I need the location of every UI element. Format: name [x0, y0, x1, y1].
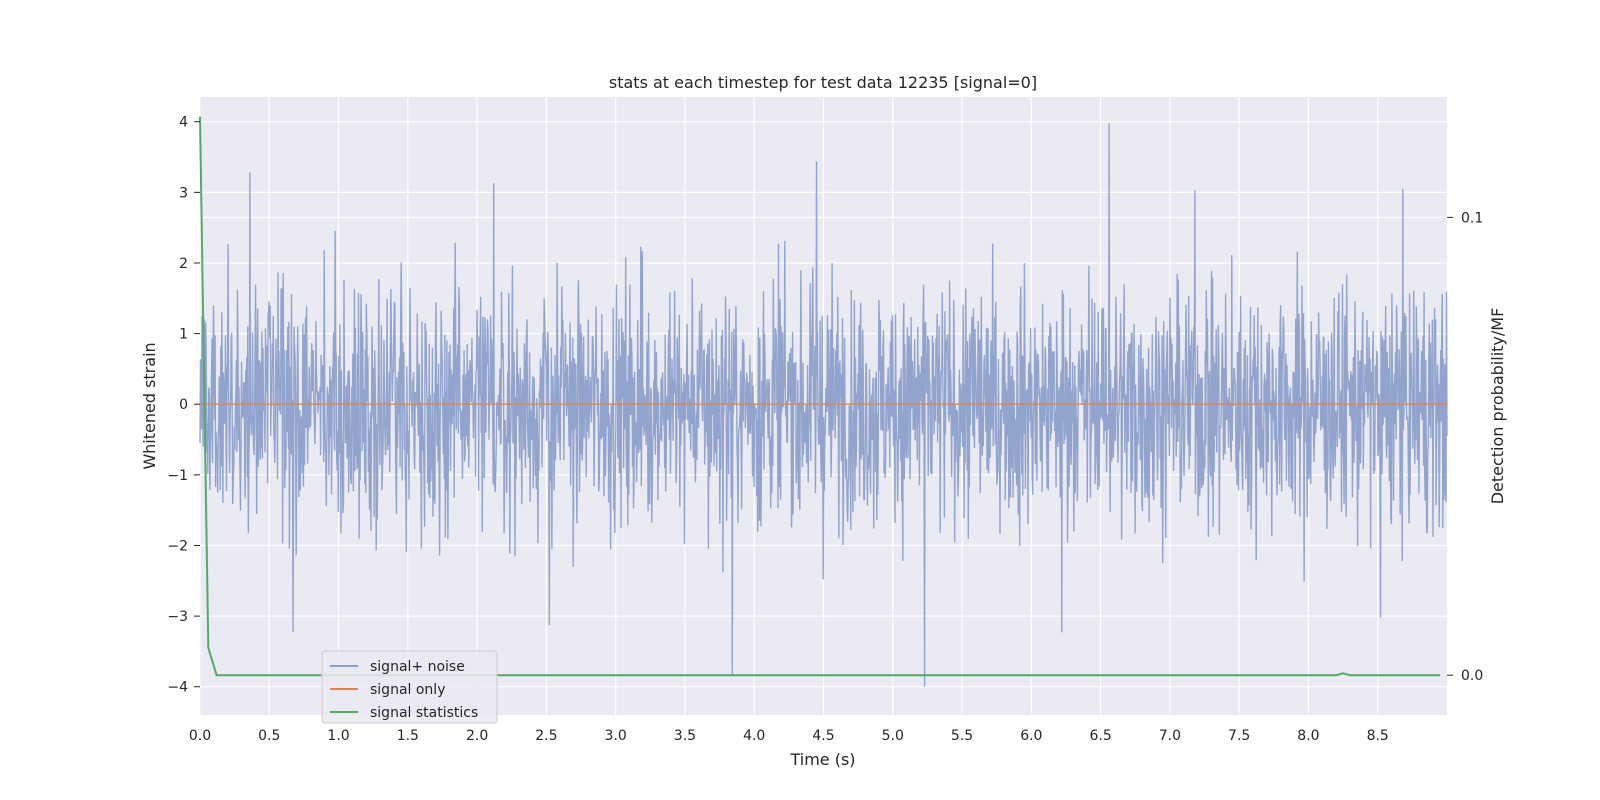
x-tick-label: 0.0 [189, 728, 211, 744]
y-tick-label: 3 [179, 185, 188, 201]
y-tick-label: 2 [179, 256, 188, 272]
ticks: 0.0 0.5 1.0 1.5 2.0 2.5 3.0 3.5 4.0 4.5 5.0 5.5 6.0 6… [167, 115, 1483, 744]
series-layer [199, 116, 1448, 687]
x-tick-label: 1.5 [397, 728, 419, 744]
x-tick-label: 1.0 [327, 728, 349, 744]
x-tick-label: 6.0 [1020, 728, 1042, 744]
x-axis-label: Time (s) [789, 750, 855, 769]
legend-label: signal only [370, 682, 445, 698]
x-tick-label: 2.5 [535, 728, 557, 744]
y2-tick-label: 0.1 [1461, 210, 1483, 226]
y2-axis-label: Detection probability/MF [1488, 308, 1507, 505]
legend: signal+ noise signal only signal statistic… [321, 650, 498, 724]
x-tick-label: 4.5 [812, 728, 834, 744]
x-tick-label: 7.5 [1228, 728, 1250, 744]
legend-box [321, 650, 498, 724]
y-tick-label: 4 [179, 115, 188, 131]
x-tick-label: 6.5 [1089, 728, 1111, 744]
y-tick-label: 0 [179, 397, 188, 413]
x-tick-label: 5.0 [882, 728, 904, 744]
y-tick-label: −3 [167, 609, 188, 625]
x-tick-label: 4.0 [743, 728, 765, 744]
y-tick-label: −2 [167, 538, 188, 554]
y2-tick-label: 0.0 [1461, 668, 1483, 684]
y-tick-label: 1 [179, 327, 188, 343]
chart-title: stats at each timestep for test data 122… [609, 73, 1037, 92]
x-tick-label: 7.0 [1159, 728, 1181, 744]
y-axis-label: Whitened strain [140, 342, 159, 469]
series-line-signal-statistics [199, 116, 1441, 677]
y-tick-label: −4 [167, 680, 188, 696]
x-tick-label: 2.0 [466, 728, 488, 744]
x-tick-label: 3.5 [674, 728, 696, 744]
x-tick-label: 5.5 [951, 728, 973, 744]
x-tick-label: 3.0 [605, 728, 627, 744]
legend-label: signal statistics [370, 705, 478, 721]
legend-label: signal+ noise [370, 659, 465, 675]
y-tick-label: −1 [167, 468, 188, 484]
x-tick-label: 8.5 [1367, 728, 1389, 744]
x-tick-label: 0.5 [258, 728, 280, 744]
x-tick-label: 8.0 [1297, 728, 1319, 744]
series-line-signal-noise [199, 123, 1448, 687]
